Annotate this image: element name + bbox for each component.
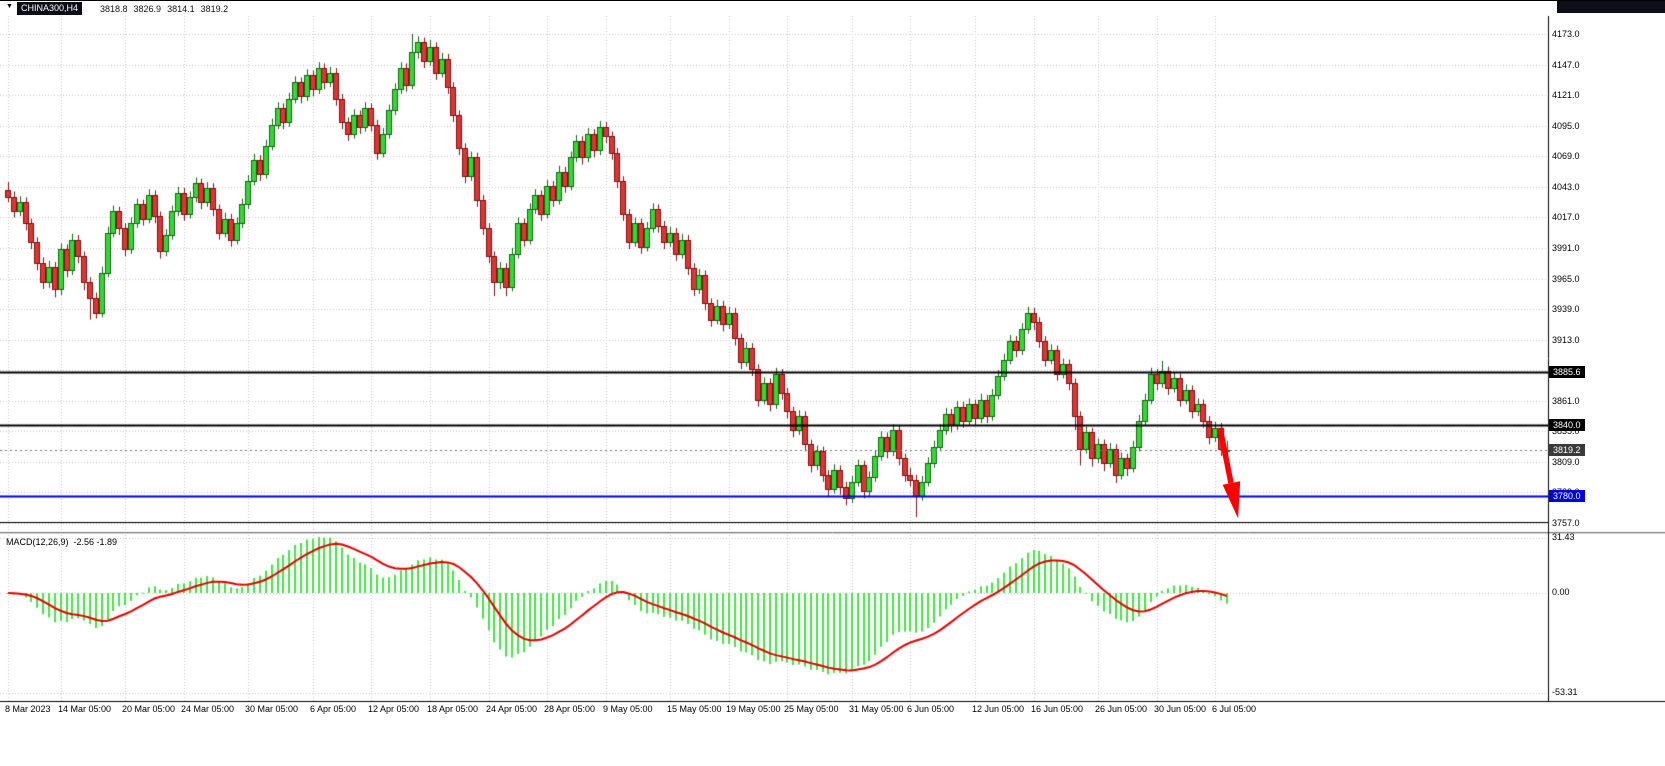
macd-name: MACD(12,26,9) <box>6 537 69 547</box>
ohlc-quote: 3818.8 3826.9 3814.1 3819.2 <box>100 4 234 14</box>
macd-values: -2.56 -1.89 <box>73 537 118 547</box>
quote-open: 3818.8 <box>100 4 128 14</box>
pane-separator[interactable] <box>0 530 1548 535</box>
chart-header: ▼ CHINA300,H4 3818.8 3826.9 3814.1 3819.2 <box>0 1 1665 16</box>
window-corner-block <box>1557 1 1665 13</box>
chart-dropdown-icon[interactable]: ▼ <box>6 3 13 10</box>
arrow-shaft <box>1217 427 1234 484</box>
arrow-head-icon <box>1222 481 1241 519</box>
chart-canvas[interactable] <box>0 1 1665 719</box>
quote-close: 3819.2 <box>200 4 229 14</box>
trend-down-arrow[interactable] <box>1210 423 1254 530</box>
macd-indicator-label: MACD(12,26,9) -2.56 -1.89 <box>6 537 122 547</box>
quote-low: 3814.1 <box>167 4 195 14</box>
quote-high: 3826.9 <box>133 4 162 14</box>
symbol-timeframe-chip[interactable]: CHINA300,H4 <box>17 2 83 15</box>
